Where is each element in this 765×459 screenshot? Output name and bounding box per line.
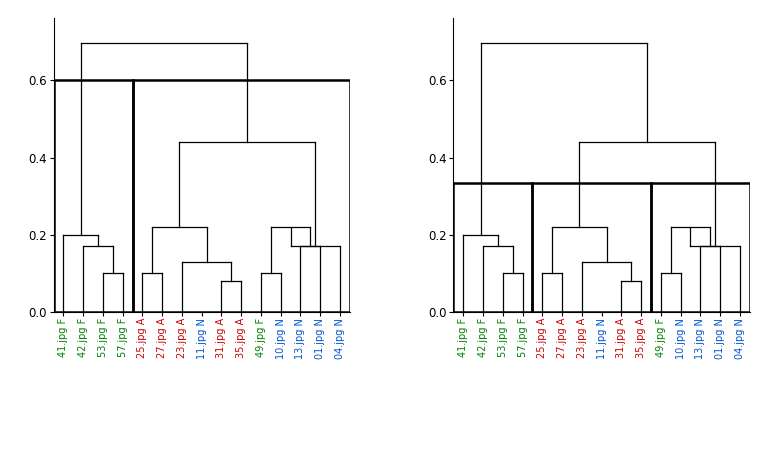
Bar (54, 80, 132, 312)
Bar (532, 183, 651, 312)
Bar (651, 183, 750, 312)
Bar (454, 183, 532, 312)
Bar (132, 80, 350, 312)
